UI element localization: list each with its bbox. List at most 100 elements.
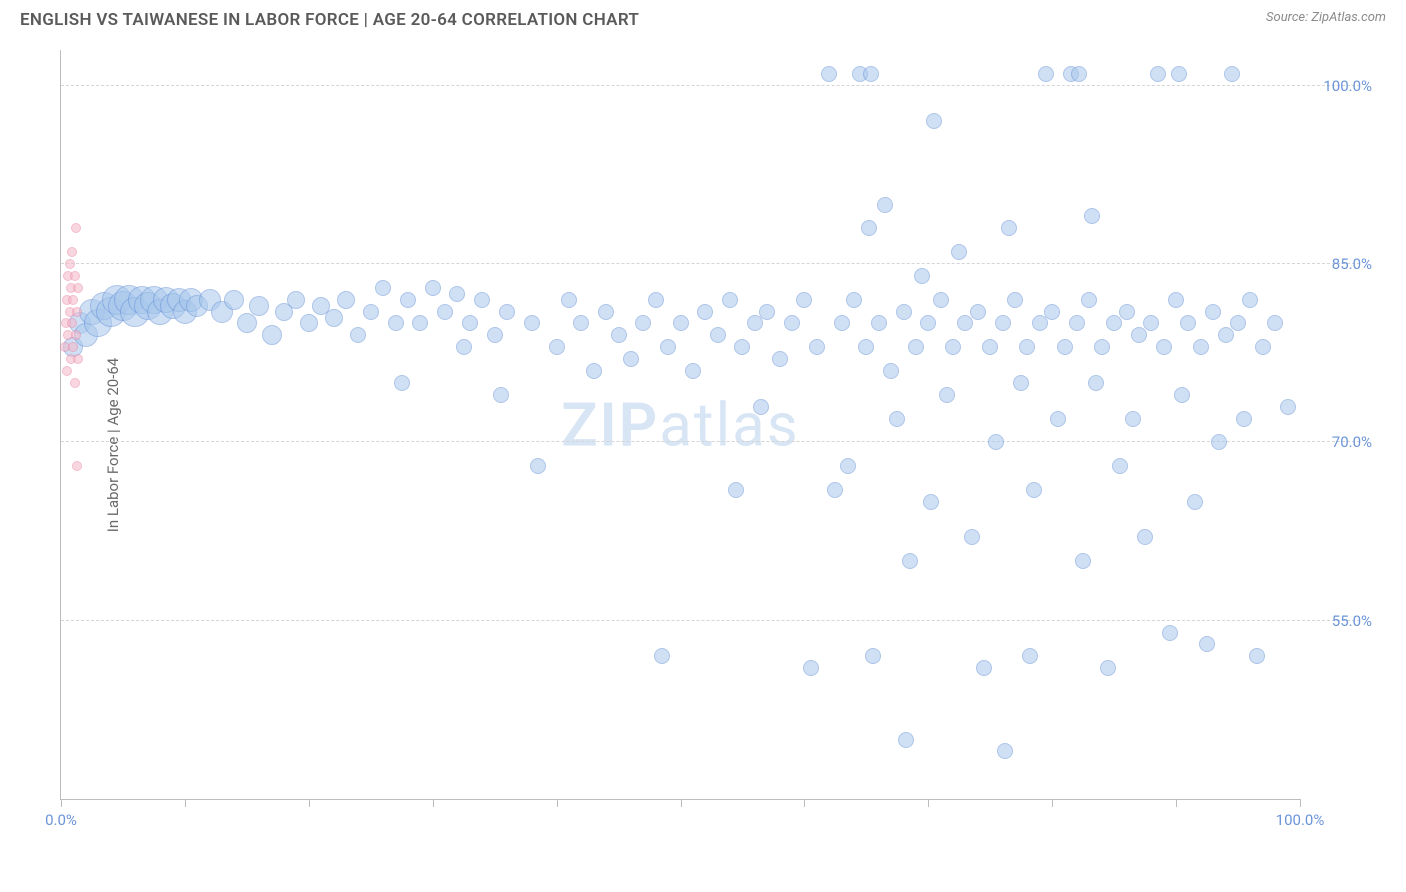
data-point (1084, 208, 1100, 224)
data-point (834, 315, 850, 331)
data-point (337, 291, 355, 309)
data-point (300, 314, 318, 332)
gridline (61, 441, 1360, 442)
data-point (1143, 315, 1159, 331)
data-point (530, 458, 546, 474)
data-point (858, 339, 874, 355)
data-point (73, 283, 83, 293)
data-point (287, 291, 305, 309)
data-point (1205, 304, 1221, 320)
data-point (1180, 315, 1196, 331)
data-point (412, 315, 428, 331)
data-point (1249, 648, 1265, 664)
data-point (1044, 304, 1060, 320)
data-point (964, 529, 980, 545)
data-point (1019, 339, 1035, 355)
data-point (474, 292, 490, 308)
data-point (249, 296, 269, 316)
data-point (660, 339, 676, 355)
data-point (1193, 339, 1209, 355)
data-point (865, 648, 881, 664)
x-tick (557, 799, 558, 807)
data-point (995, 315, 1011, 331)
data-point (586, 363, 602, 379)
data-point (908, 339, 924, 355)
data-point (753, 399, 769, 415)
data-point (1230, 315, 1246, 331)
source-attribution: Source: ZipAtlas.com (1266, 10, 1386, 25)
data-point (1174, 387, 1190, 403)
x-tick-label: 0.0% (45, 811, 77, 829)
data-point (72, 307, 82, 317)
data-point (1162, 625, 1178, 641)
data-point (1013, 375, 1029, 391)
data-point (1224, 66, 1240, 82)
chart-container: In Labor Force | Age 20-64 ZIPatlas 55.0… (30, 40, 1380, 850)
data-point (437, 304, 453, 320)
data-point (982, 339, 998, 355)
data-point (933, 292, 949, 308)
data-point (1032, 315, 1048, 331)
data-point (1038, 66, 1054, 82)
data-point (1069, 315, 1085, 331)
chart-title: ENGLISH VS TAIWANESE IN LABOR FORCE | AG… (20, 10, 639, 30)
data-point (71, 330, 81, 340)
data-point (1125, 411, 1141, 427)
data-point (1001, 220, 1017, 236)
data-point (827, 482, 843, 498)
x-tick (61, 799, 62, 807)
data-point (623, 351, 639, 367)
data-point (65, 259, 75, 269)
data-point (1094, 339, 1110, 355)
data-point (375, 280, 391, 296)
data-point (425, 280, 441, 296)
data-point (803, 660, 819, 676)
data-point (67, 318, 77, 328)
data-point (923, 494, 939, 510)
data-point (67, 247, 77, 257)
data-point (400, 292, 416, 308)
data-point (1255, 339, 1271, 355)
data-point (1119, 304, 1135, 320)
data-point (1171, 66, 1187, 82)
x-tick (1300, 799, 1301, 807)
data-point (840, 458, 856, 474)
data-point (772, 351, 788, 367)
data-point (611, 327, 627, 343)
data-point (1236, 411, 1252, 427)
data-point (988, 434, 1004, 450)
data-point (1081, 292, 1097, 308)
data-point (1150, 66, 1166, 82)
data-point (896, 304, 912, 320)
data-point (262, 325, 282, 345)
data-point (902, 553, 918, 569)
data-point (685, 363, 701, 379)
data-point (237, 313, 257, 333)
x-tick (804, 799, 805, 807)
data-point (914, 268, 930, 284)
data-point (573, 315, 589, 331)
data-point (1075, 553, 1091, 569)
data-point (62, 366, 72, 376)
data-point (871, 315, 887, 331)
data-point (889, 411, 905, 427)
data-point (68, 295, 78, 305)
data-point (635, 315, 651, 331)
gridline (61, 263, 1360, 264)
data-point (673, 315, 689, 331)
data-point (1168, 292, 1184, 308)
x-tick (185, 799, 186, 807)
data-point (456, 339, 472, 355)
data-point (846, 292, 862, 308)
plot-area: ZIPatlas 55.0%70.0%85.0%100.0%0.0%100.0% (60, 50, 1300, 800)
data-point (654, 648, 670, 664)
data-point (1057, 339, 1073, 355)
data-point (648, 292, 664, 308)
gridline (61, 85, 1360, 86)
data-point (71, 223, 81, 233)
data-point (1050, 411, 1066, 427)
data-point (549, 339, 565, 355)
data-point (462, 315, 478, 331)
x-tick-label: 100.0% (1276, 811, 1325, 829)
data-point (1100, 660, 1116, 676)
